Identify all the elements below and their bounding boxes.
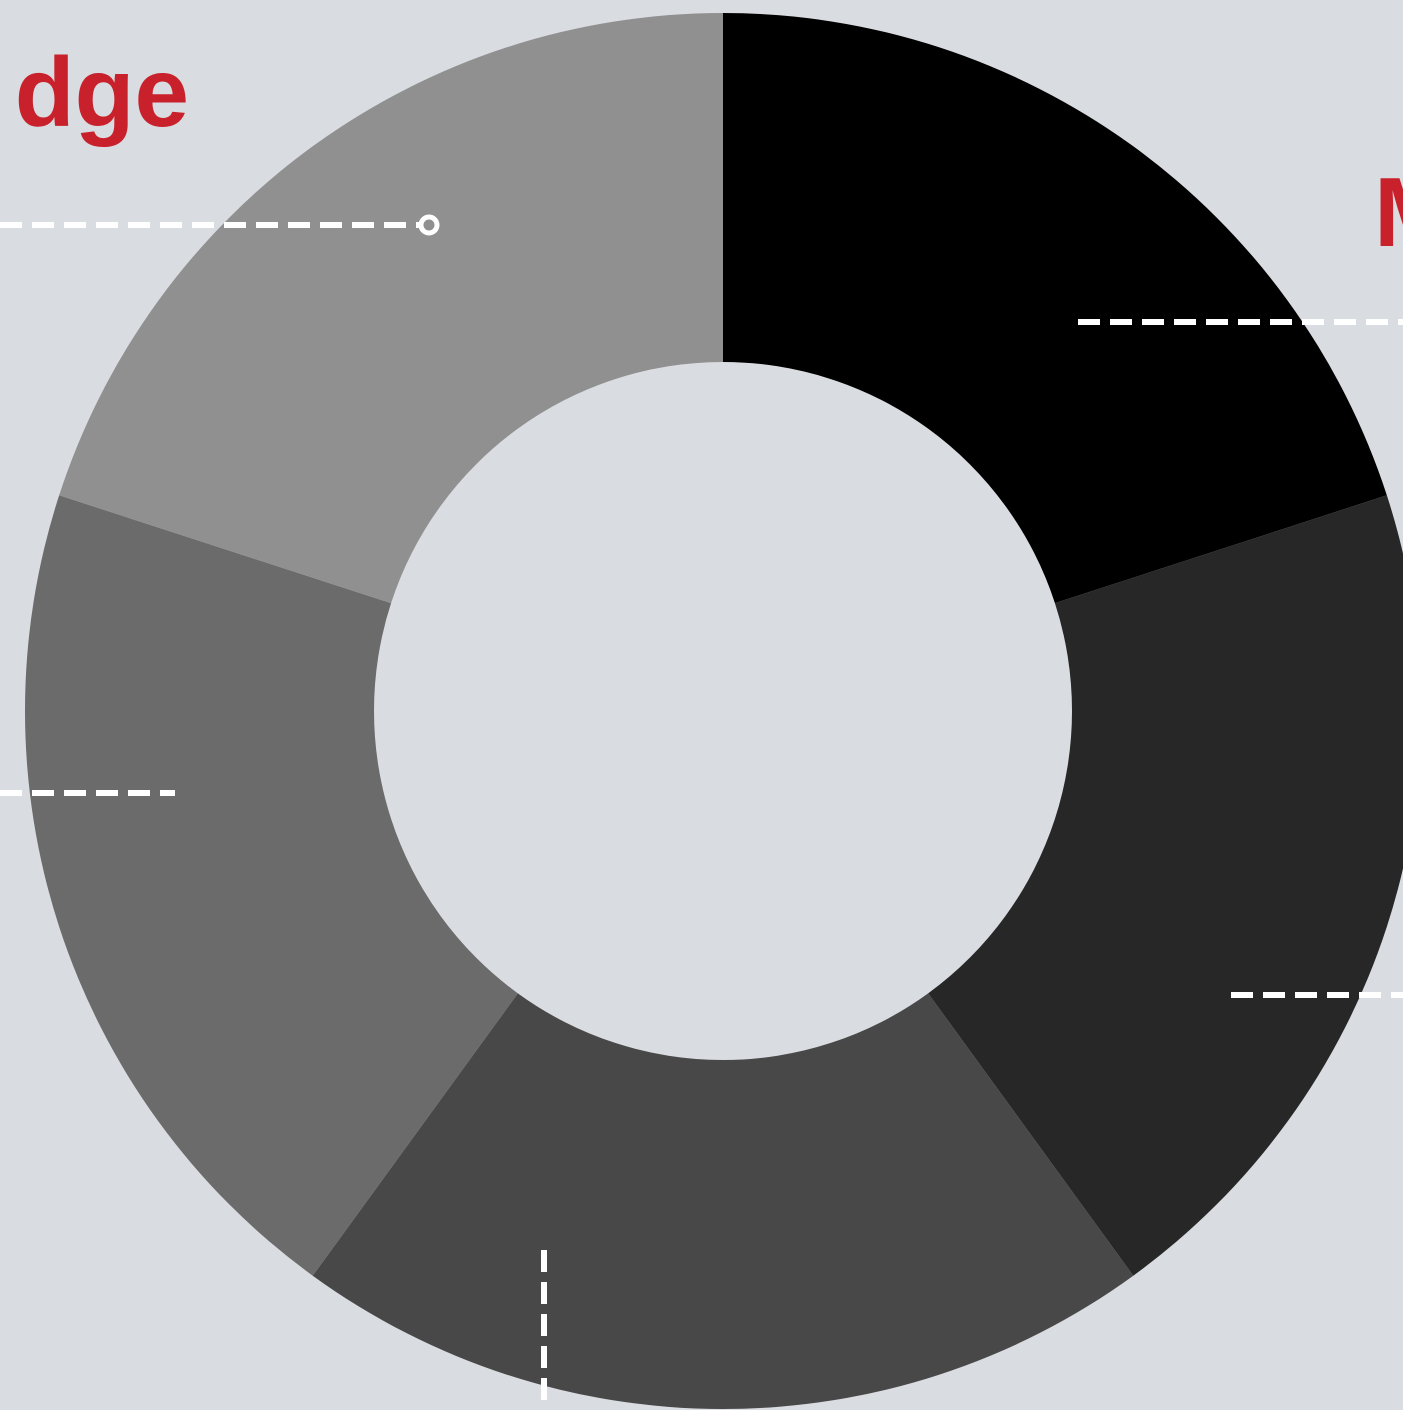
donut-slice-2: [928, 495, 1403, 1276]
donut-slice-5: [59, 13, 724, 604]
donut-slice-3: [312, 993, 1134, 1410]
donut-slices: [24, 13, 1403, 1410]
leader-line-top-left-marker: [418, 214, 440, 236]
slice-label-top-right: M: [1374, 163, 1403, 261]
donut-slice-1: [723, 13, 1387, 604]
leader-lines: [0, 214, 1403, 1410]
donut-slice-4: [24, 495, 518, 1276]
slice-label-top-left: dge: [14, 37, 189, 147]
